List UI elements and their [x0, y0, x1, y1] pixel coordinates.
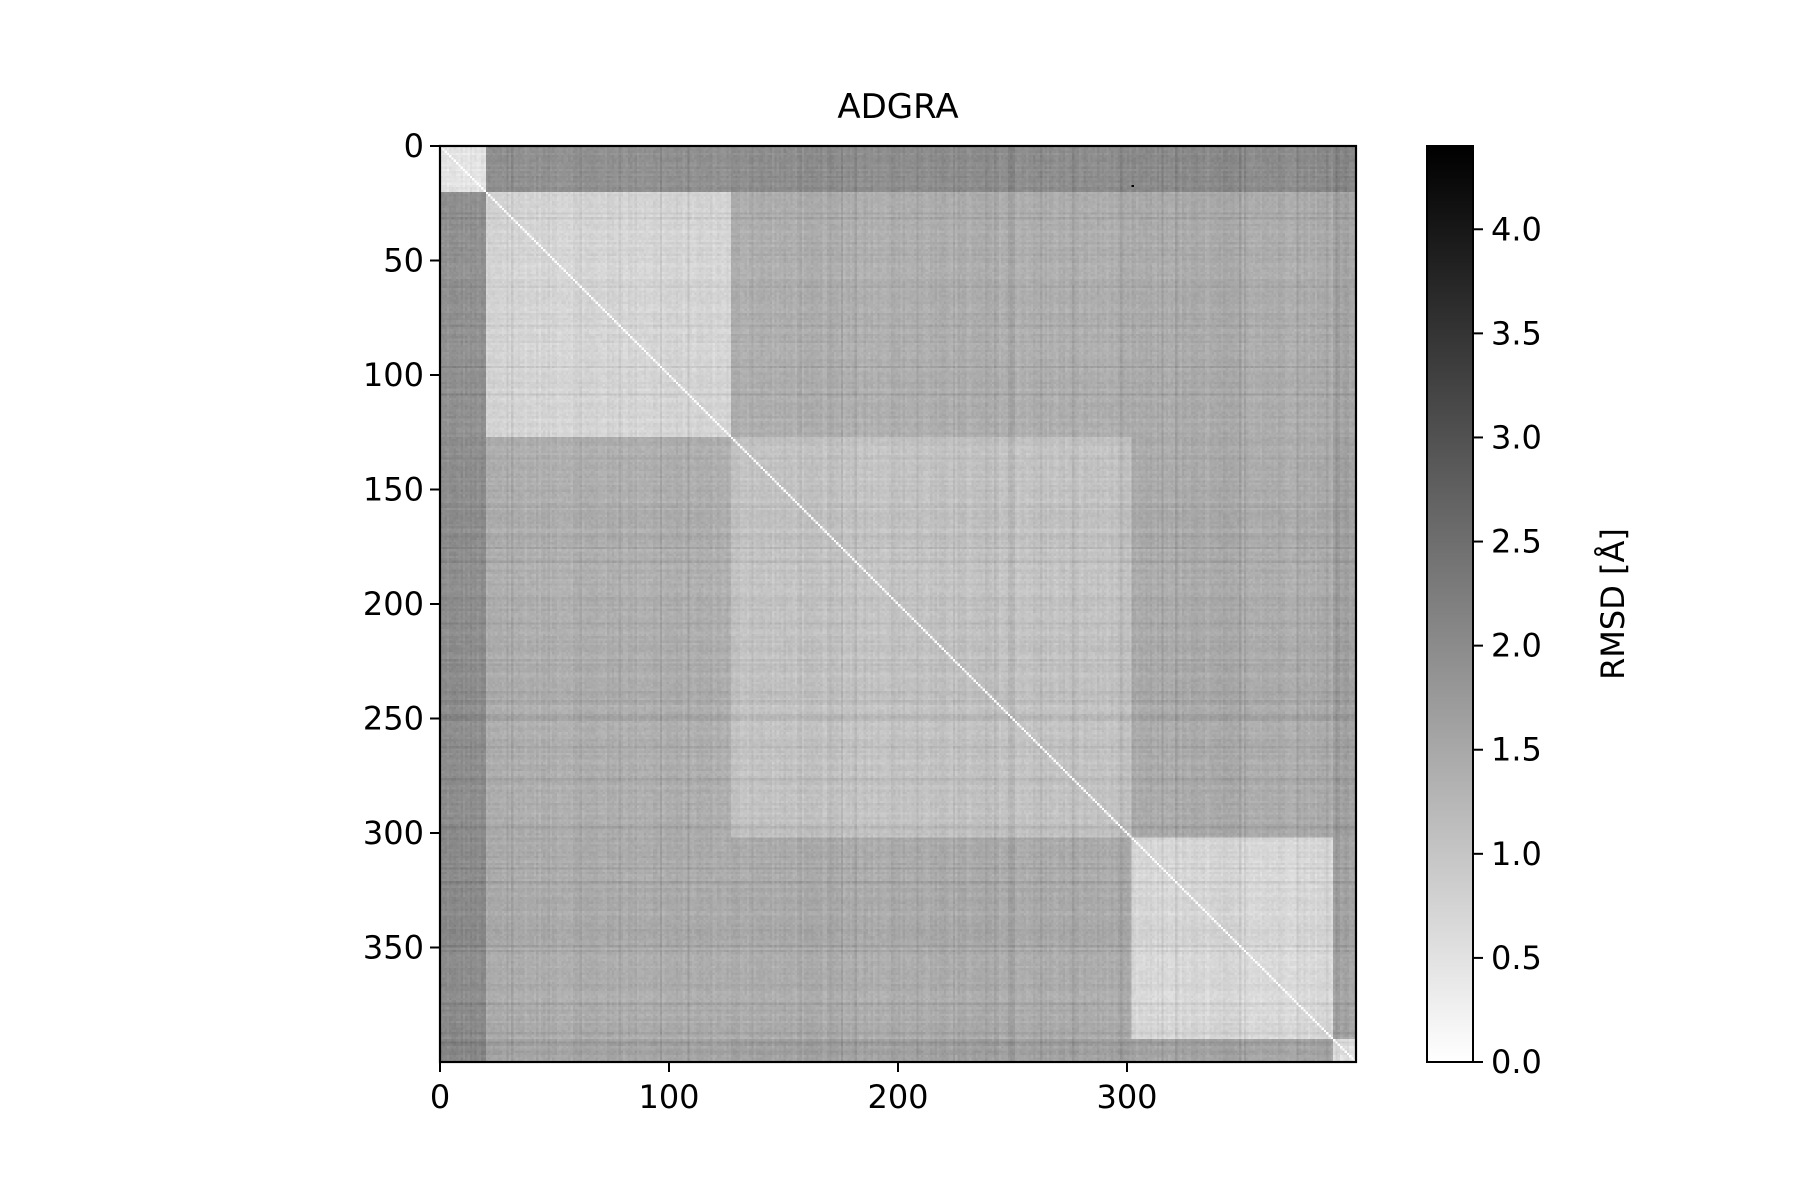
- colorbar-tick-label: 3.0: [1491, 418, 1542, 456]
- colorbar: 0.0 0.5 1.0 1.5 2.0 2.5 3.0 3.5 4.0 RMSD [Å]: [1426, 145, 1632, 1081]
- x-tick-label: 0: [430, 1078, 450, 1116]
- colorbar-tick-label: 2.5: [1491, 523, 1542, 561]
- x-axis: 0 100 200 300: [430, 1062, 1158, 1116]
- y-tick-label: 100: [363, 356, 424, 394]
- x-tick-label: 200: [867, 1078, 928, 1116]
- colorbar-tick-label: 1.5: [1491, 731, 1542, 769]
- heatmap-image: [440, 146, 1356, 1062]
- heatmap-plot-area: [438, 144, 1358, 1064]
- x-tick-label: 100: [638, 1078, 699, 1116]
- colorbar-tick-label: 0.0: [1491, 1043, 1542, 1081]
- colorbar-label: RMSD [Å]: [1594, 528, 1632, 680]
- colorbar-tick-label: 4.0: [1491, 210, 1542, 248]
- chart-title: ADGRA: [837, 87, 958, 127]
- y-tick-label: 300: [363, 814, 424, 852]
- y-tick-label: 150: [363, 471, 424, 509]
- colorbar-tick-label: 1.0: [1491, 835, 1542, 873]
- y-tick-label: 200: [363, 585, 424, 623]
- heatmap-image-holder: [440, 146, 1356, 1062]
- colorbar-gradient: [1426, 145, 1474, 1063]
- y-axis: 0 50 100 150 200 250 300 350: [363, 127, 440, 967]
- colorbar-tick-label: 3.5: [1491, 314, 1542, 352]
- colorbar-tick-label: 2.0: [1491, 627, 1542, 665]
- colorbar-ticks: 0.0 0.5 1.0 1.5 2.0 2.5 3.0 3.5 4.0: [1473, 210, 1542, 1081]
- colorbar-tick-label: 0.5: [1491, 939, 1542, 977]
- y-tick-label: 50: [383, 242, 424, 280]
- y-tick-label: 250: [363, 700, 424, 738]
- y-tick-label: 0: [404, 127, 424, 165]
- y-tick-label: 350: [363, 929, 424, 967]
- x-tick-label: 300: [1096, 1078, 1157, 1116]
